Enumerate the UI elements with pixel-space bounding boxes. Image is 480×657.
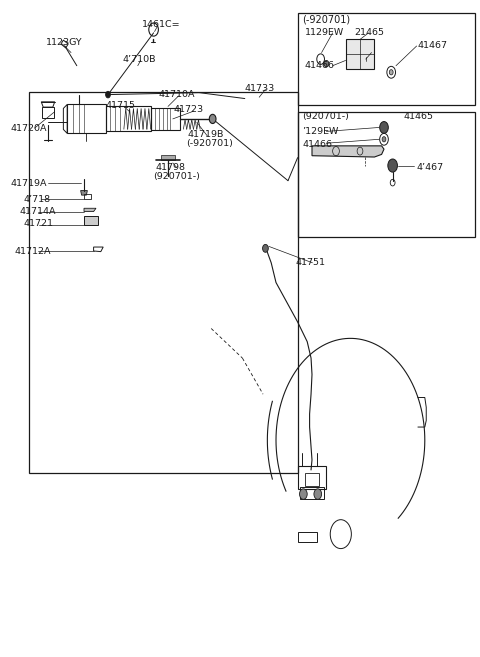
Text: (-920701): (-920701) [302, 14, 350, 25]
Text: 41710A: 41710A [158, 90, 195, 99]
Text: 41712A: 41712A [14, 247, 51, 256]
Bar [300, 487, 324, 499]
Text: 41719B: 41719B [187, 130, 224, 139]
Text: 1461C=: 1461C= [142, 20, 180, 30]
Bar [298, 466, 326, 489]
Circle shape [106, 91, 110, 98]
Polygon shape [161, 155, 175, 160]
Circle shape [388, 159, 397, 172]
Text: 41466: 41466 [305, 61, 335, 70]
Bar [106, 106, 151, 131]
Text: 4’710B: 4’710B [122, 55, 156, 64]
Text: 21465: 21465 [354, 28, 384, 37]
Text: 41721: 41721 [24, 219, 54, 228]
Circle shape [382, 137, 386, 142]
Text: 41751: 41751 [295, 258, 325, 267]
Text: 1129EW: 1129EW [305, 28, 344, 37]
Polygon shape [84, 208, 96, 212]
Bar [298, 13, 475, 105]
Text: 41719A: 41719A [11, 179, 47, 189]
Text: 41467: 41467 [418, 41, 447, 51]
Circle shape [263, 244, 268, 252]
Text: 41465: 41465 [403, 112, 433, 122]
Text: 41715: 41715 [106, 101, 135, 110]
Bar [151, 108, 180, 130]
Text: 4’467: 4’467 [417, 163, 444, 172]
Text: 41723: 41723 [174, 105, 204, 114]
Bar [305, 473, 319, 486]
Circle shape [380, 122, 388, 133]
Text: 41714A: 41714A [19, 207, 56, 216]
Text: ’129EW: ’129EW [302, 127, 339, 136]
Text: (920701-): (920701-) [302, 112, 349, 122]
Bar [346, 39, 374, 69]
Text: 41720A: 41720A [11, 124, 47, 133]
Bar [67, 104, 106, 133]
Text: 1123GY: 1123GY [46, 38, 82, 47]
Text: 41466: 41466 [302, 140, 332, 149]
Circle shape [314, 489, 322, 499]
Text: 41798: 41798 [156, 163, 186, 172]
Text: 4’718: 4’718 [24, 195, 51, 204]
Text: 41733: 41733 [245, 83, 275, 93]
Circle shape [324, 60, 329, 67]
Circle shape [209, 114, 216, 124]
Bar [298, 112, 475, 237]
Text: (-920701): (-920701) [186, 139, 233, 148]
Text: (920701-): (920701-) [154, 172, 201, 181]
Circle shape [389, 70, 393, 75]
Bar [29, 92, 298, 473]
Circle shape [300, 489, 307, 499]
Bar [84, 216, 98, 225]
Polygon shape [81, 191, 87, 195]
Polygon shape [312, 146, 384, 157]
